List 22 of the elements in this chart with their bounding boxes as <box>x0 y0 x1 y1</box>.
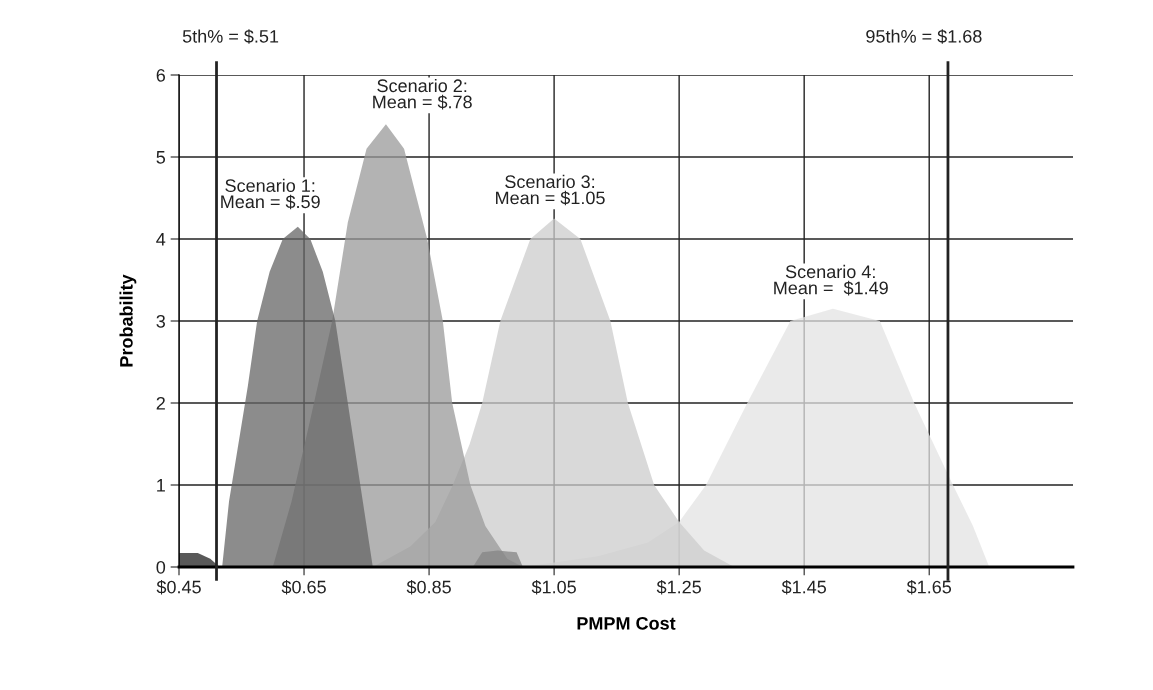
x-tick-label: $1.65 <box>906 579 952 595</box>
x-axis-title: PMPM Cost <box>577 616 676 630</box>
y-tick-label: 5 <box>156 151 166 164</box>
x-tick-label: $0.65 <box>281 579 326 595</box>
y-tick-label: 3 <box>156 314 166 328</box>
annotation: Scenario 4: Mean = $1.49 <box>774 264 888 296</box>
x-tick-label: $0.45 <box>156 579 201 595</box>
annotation: Scenario 1: Mean = $.59 <box>221 178 320 210</box>
y-tick-label: 2 <box>156 396 165 410</box>
y-tick-label: 6 <box>156 68 166 82</box>
x-tick-label: $1.45 <box>781 579 827 595</box>
y-axis-title: Probability <box>119 274 137 367</box>
y-tick-label: 1 <box>157 479 165 492</box>
x-tick-label: $1.25 <box>656 579 701 595</box>
y-tick-label: 0 <box>156 560 166 574</box>
ref-line-label: 95th% = $1.68 <box>866 29 982 44</box>
ref-line-label: 5th% = $.51 <box>182 29 279 44</box>
y-tick-label: 4 <box>156 233 166 246</box>
x-tick-label: $1.05 <box>531 579 576 595</box>
annotation: Scenario 3: Mean = $1.05 <box>496 174 605 206</box>
x-tick-label: $0.85 <box>406 579 451 595</box>
annotation: Scenario 2: Mean = $.78 <box>373 78 472 110</box>
